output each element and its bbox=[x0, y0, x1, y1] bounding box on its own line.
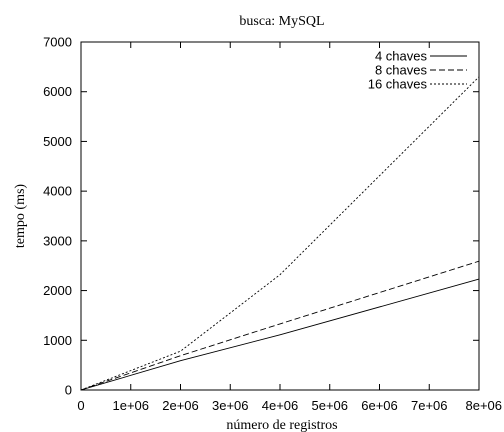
y-axis: 0 1000 2000 3000 4000 5000 6000 7000 bbox=[43, 35, 479, 398]
series-layer bbox=[80, 76, 480, 391]
x-tick-label: 0 bbox=[77, 398, 84, 413]
x-tick-label: 5e+06 bbox=[311, 398, 348, 413]
chart-title: busca: MySQL bbox=[239, 14, 324, 29]
x-axis-label: número de registros bbox=[226, 418, 337, 432]
y-tick-label: 1000 bbox=[43, 333, 72, 348]
plot-frame bbox=[80, 41, 480, 391]
x-tick-label: 7e+06 bbox=[411, 398, 448, 413]
y-tick-label: 7000 bbox=[43, 35, 72, 50]
legend-label: 8 chaves bbox=[375, 63, 428, 78]
y-tick-label: 2000 bbox=[43, 283, 72, 298]
x-tick-label: 3e+06 bbox=[212, 398, 249, 413]
x-tick-label: 1e+06 bbox=[112, 398, 149, 413]
x-tick-label: 8e+06 bbox=[465, 398, 502, 413]
y-tick-label: 4000 bbox=[43, 184, 72, 199]
x-tick-label: 4e+06 bbox=[262, 398, 299, 413]
y-axis-label: tempo (ms) bbox=[13, 184, 28, 248]
series-line-2 bbox=[80, 260, 480, 391]
x-tick-label: 2e+06 bbox=[162, 398, 199, 413]
series-line-1 bbox=[80, 278, 480, 391]
series-line-3 bbox=[80, 76, 480, 391]
legend-label: 4 chaves bbox=[375, 49, 428, 64]
legend-label: 16 chaves bbox=[368, 77, 428, 92]
y-tick-label: 5000 bbox=[43, 134, 72, 149]
y-tick-label: 3000 bbox=[43, 233, 72, 248]
y-tick-label: 0 bbox=[65, 383, 72, 398]
x-axis: 0 1e+06 2e+06 3e+06 4e+06 5e+06 6e+06 7e+06 8e+0… bbox=[77, 42, 502, 413]
y-tick-label: 6000 bbox=[43, 84, 72, 99]
x-tick-label: 6e+06 bbox=[361, 398, 398, 413]
